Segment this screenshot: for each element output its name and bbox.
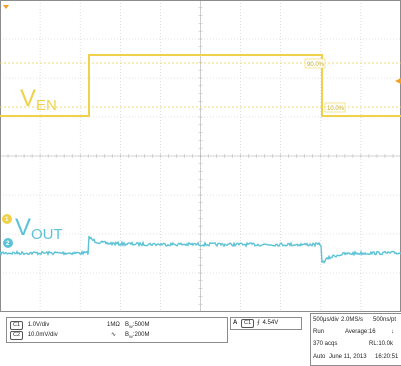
sample-rate: 2.0MS/s (341, 317, 364, 323)
record-length: RL:10.0k (369, 341, 394, 347)
ch1-settings-row[interactable]: C1 1.0V/div (10, 321, 49, 330)
rising-edge-icon: ⨍ (256, 320, 260, 326)
time: 16:20:51 (375, 354, 399, 360)
cursor-upper-badge (304, 58, 326, 69)
ch2-ground-marker[interactable] (3, 238, 13, 248)
acquisition-panel[interactable]: 500μs/div 2.0MS/s 500ns/pt Run Average:1… (310, 313, 401, 366)
trigger-level-icon[interactable] (395, 78, 401, 84)
trigger-indicator: A (233, 320, 238, 326)
trigger-mode: Auto (313, 354, 326, 360)
channel-settings-panel: C1 1.0V/div 1MΩ BW:500M C2 10.0mV/div ∿ … (6, 317, 228, 343)
ch1-marker-label: 1 (5, 217, 9, 223)
cursor-lower-label: 10.0% (327, 106, 345, 112)
ch2-scale: 10.0mV/div (27, 332, 58, 338)
waveform-display: VEN VOUT 90.0% 10.0% 1 2 (0, 0, 401, 312)
acquire-mode: Average:16 (345, 329, 376, 335)
run-state: Run (313, 329, 325, 335)
trigger-source: C1 (241, 319, 255, 328)
date: June 11, 2013 (329, 354, 367, 360)
horizontal-scale: 500μs/div (313, 317, 339, 323)
trigger-level: 4.54V (262, 320, 279, 326)
ven-label: VEN (20, 85, 57, 114)
resolution: 500ns/pt (373, 317, 397, 323)
ch2-bandwidth: BW:200M (125, 332, 150, 340)
ch1-scale: 1.0V/div (27, 322, 50, 328)
down-arrow-icon: ↓ (391, 329, 394, 335)
waveforms (0, 54, 401, 264)
trigger-panel[interactable]: A C1 ⨍ 4.54V (230, 317, 302, 330)
trigger-position-icon[interactable] (3, 5, 9, 9)
vout-label: VOUT (15, 214, 63, 243)
ch1-ground-marker[interactable] (2, 214, 12, 224)
signal-labels: VEN VOUT 90.0% 10.0% 1 2 (2, 5, 401, 248)
ch2-settings-row[interactable]: C2 10.0mV/div (10, 331, 58, 340)
ch2-waveform (0, 235, 401, 264)
ch2-badge[interactable]: C2 (10, 331, 24, 340)
cursor-lower-badge (324, 102, 346, 113)
ch1-bandwidth: BW:500M (125, 322, 150, 330)
cursor-upper-label: 90.0% (307, 62, 325, 68)
ch1-impedance: 1MΩ (107, 322, 120, 328)
ch2-coupling-icon: ∿ (111, 332, 117, 338)
ch2-marker-label: 2 (6, 241, 10, 247)
ch1-waveform (0, 54, 401, 117)
ch1-badge[interactable]: C1 (10, 321, 24, 330)
acquisition-count: 370 acqs (313, 341, 338, 347)
cursor-lines (0, 62, 401, 108)
